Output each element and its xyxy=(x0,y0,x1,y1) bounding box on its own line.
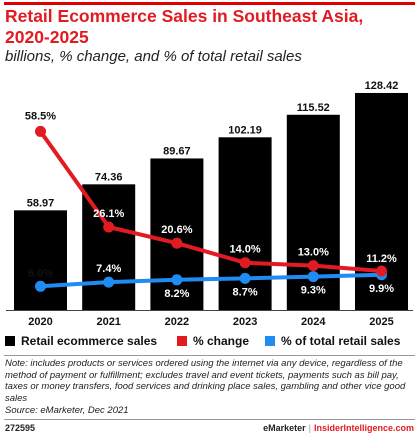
top-accent-line xyxy=(4,2,415,5)
x-tick-label-2024: 2024 xyxy=(301,316,326,328)
label-percent-of-total-2020: 6.0% xyxy=(28,267,53,279)
brand-separator: | xyxy=(308,423,311,433)
label-percent-of-total-2022: 8.2% xyxy=(164,288,189,300)
point-percent-change-2025 xyxy=(376,265,387,277)
legend-item-percent-change: % change xyxy=(177,334,249,348)
legend-label: Retail ecommerce sales xyxy=(21,334,158,348)
legend-label: % change xyxy=(193,334,250,348)
x-tick-label-2020: 2020 xyxy=(28,316,52,328)
bar-value-label-2025: 128.42 xyxy=(365,80,399,92)
series-line-percent-of-total xyxy=(40,272,382,289)
bar-value-label-2021: 74.36 xyxy=(95,171,123,183)
footnote: Note: includes products or services orde… xyxy=(5,358,406,404)
label-percent-of-total-2024: 9.3% xyxy=(301,285,326,297)
point-percent-of-total-2024 xyxy=(307,271,319,283)
series-line-percent-change xyxy=(38,130,382,273)
x-tick-label-2025: 2025 xyxy=(369,316,393,328)
label-percent-change-2024: 13.0% xyxy=(298,247,329,259)
x-tick-label-2023: 2023 xyxy=(233,316,257,328)
label-percent-change-2025: 11.2% xyxy=(366,253,397,265)
brand-insider-intelligence: InsiderIntelligence.com xyxy=(313,423,414,433)
chart-area: 58.97 74.36 89.67 102.19 115.52 128.42 2020 202… xyxy=(6,80,413,328)
label-percent-of-total-2023: 8.7% xyxy=(233,286,258,298)
legend-swatch-blue xyxy=(265,336,275,346)
legend-item-percent-of-total: % of total retail sales xyxy=(265,334,400,348)
legend-swatch-red xyxy=(177,336,187,346)
source-line: Source: eMarketer, Dec 2021 xyxy=(5,405,129,416)
label-percent-of-total-2021: 7.4% xyxy=(96,263,121,275)
point-percent-change-2023 xyxy=(239,257,251,269)
bar-2023 xyxy=(218,137,272,310)
point-percent-of-total-2023 xyxy=(239,272,251,284)
point-percent-change-2022 xyxy=(171,237,183,249)
brand-emarketer: eMarketer xyxy=(263,423,306,433)
label-percent-change-2023: 14.0% xyxy=(229,244,260,256)
chart-legend: Retail ecommerce sales % change % of tot… xyxy=(5,334,415,350)
chart-subtitle: billions, % change, and % of total retai… xyxy=(5,48,302,65)
brand-credit: eMarketer | InsiderIntelligence.com xyxy=(263,423,414,433)
bar-value-label-2024: 115.52 xyxy=(297,102,330,114)
bar-2020 xyxy=(14,210,67,310)
bar-value-label-2020: 58.97 xyxy=(27,197,55,209)
point-percent-of-total-2022 xyxy=(171,274,183,286)
legend-label: % of total retail sales xyxy=(281,334,401,348)
label-percent-change-2020: 58.5% xyxy=(25,110,56,122)
x-tick-label-2022: 2022 xyxy=(165,316,189,328)
point-percent-change-2024 xyxy=(307,260,319,272)
footer-divider xyxy=(4,355,415,356)
point-percent-of-total-2020 xyxy=(35,280,46,292)
label-percent-change-2022: 20.6% xyxy=(161,224,192,236)
chart-title: Retail Ecommerce Sales in Southeast Asia… xyxy=(5,6,364,47)
point-percent-change-2020 xyxy=(35,125,46,137)
bar-value-label-2023: 102.19 xyxy=(228,124,262,136)
legend-swatch-black xyxy=(5,336,15,346)
label-percent-change-2021: 26.1% xyxy=(93,208,124,220)
point-percent-of-total-2021 xyxy=(103,276,115,288)
label-percent-of-total-2025: 9.9% xyxy=(369,283,394,295)
x-tick-label-2021: 2021 xyxy=(96,316,120,328)
chart-id: 272595 xyxy=(5,423,36,433)
footer-divider-bottom xyxy=(4,419,415,420)
point-percent-change-2021 xyxy=(103,221,115,233)
legend-item-ecommerce-sales: Retail ecommerce sales xyxy=(5,334,157,348)
bar-value-label-2022: 89.67 xyxy=(163,145,191,157)
